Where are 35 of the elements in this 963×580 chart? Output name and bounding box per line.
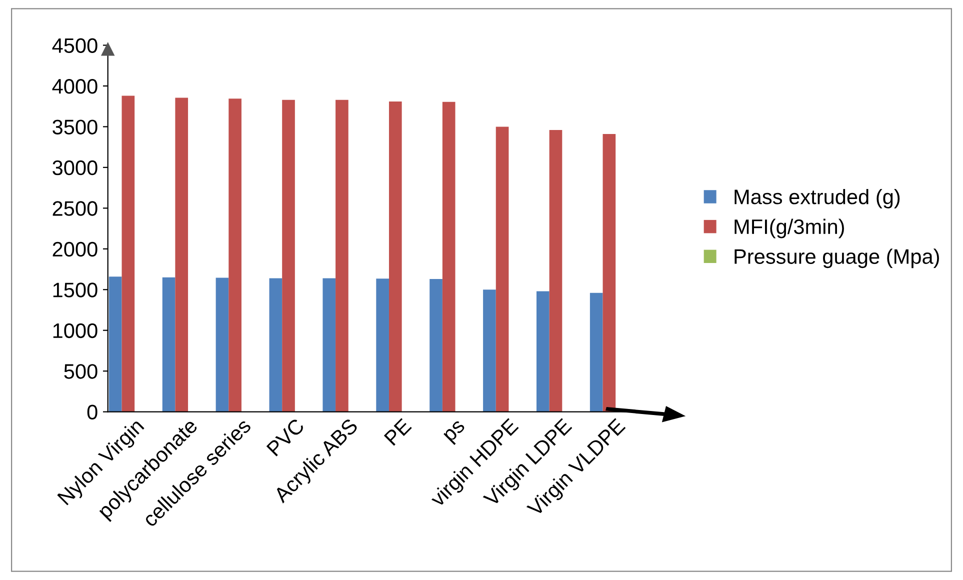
y-tick-label: 3000 (52, 160, 98, 176)
bar (122, 96, 135, 412)
y-tick-label: 3500 (52, 120, 98, 134)
legend-label: Pressure guage (Mpa) (734, 248, 939, 268)
y-tick-label: 2000 (52, 242, 98, 257)
bar (228, 98, 242, 412)
x-tick-label: PE (384, 418, 412, 446)
y-tick-label: 4500 (52, 38, 98, 53)
bar (536, 291, 550, 412)
bar (483, 290, 496, 412)
bar (590, 292, 603, 412)
y-tick-label: 2500 (52, 201, 98, 216)
bar (175, 98, 188, 412)
bar (602, 134, 616, 412)
bar (162, 277, 176, 412)
y-tick-label: 500 (64, 364, 98, 379)
bar (549, 130, 562, 412)
y-tick-label: 1000 (53, 323, 98, 338)
y-tick-label: 1500 (53, 282, 98, 298)
bar (336, 100, 348, 412)
x-tick-label: ps (443, 420, 468, 445)
bar (269, 278, 282, 412)
y-tick-label: 0 (87, 404, 98, 420)
y-tick-label: 4000 (52, 78, 98, 94)
bar (388, 101, 402, 412)
bar (496, 126, 509, 412)
bar (282, 100, 295, 412)
bar (376, 278, 389, 412)
bar (322, 278, 336, 412)
legend-label: MFI(g/3min) (734, 218, 844, 238)
bar (442, 102, 456, 412)
bar (108, 276, 122, 412)
bar (430, 279, 442, 412)
bar (216, 278, 229, 412)
legend-label: Mass extruded (g) (734, 188, 900, 208)
